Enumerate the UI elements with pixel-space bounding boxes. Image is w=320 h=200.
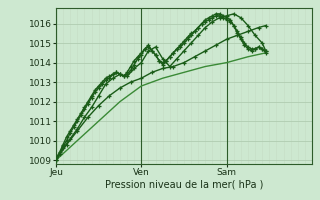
X-axis label: Pression niveau de la mer( hPa ): Pression niveau de la mer( hPa ): [105, 180, 263, 190]
